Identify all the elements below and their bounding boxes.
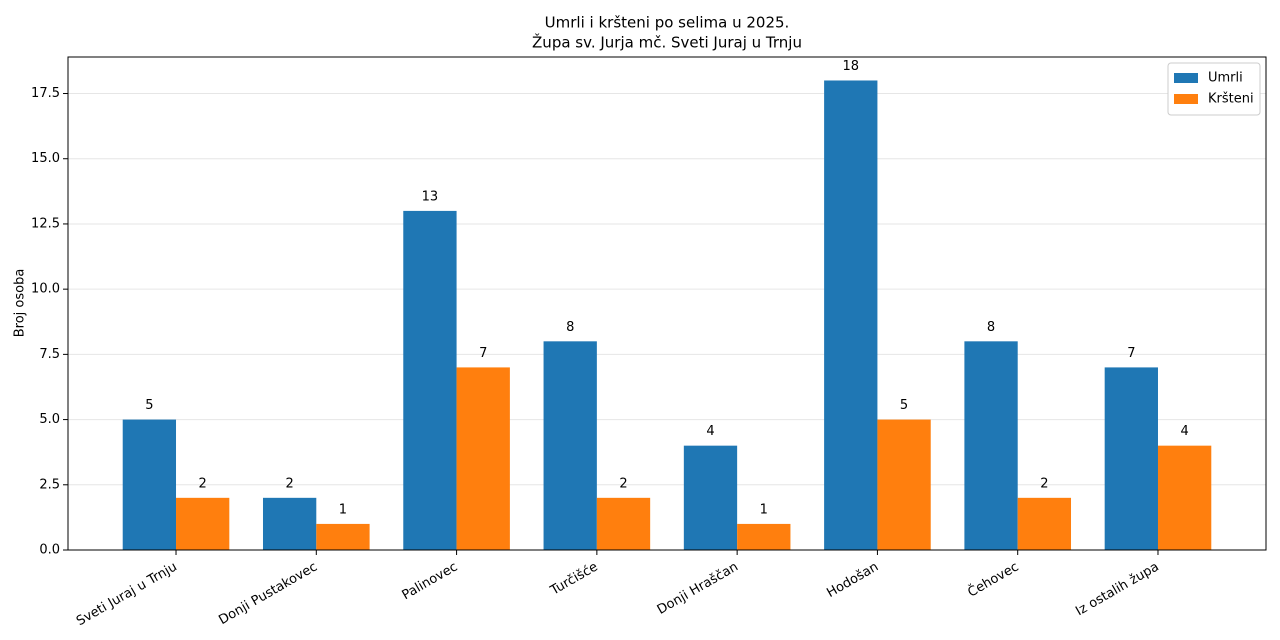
bar [596,497,651,550]
bar [824,80,878,550]
y-tick-label: 17.5 [31,86,60,101]
x-tick-label: Donji Hraščan [655,560,741,618]
value-label: 1 [339,502,347,517]
value-label: 18 [842,59,859,74]
value-label: 2 [619,476,627,491]
value-label: 1 [760,502,768,517]
bar [1017,497,1072,550]
bar [877,419,931,550]
x-tick-label: Čehovec [965,559,1022,601]
bar [456,367,510,550]
legend-label: Umrli [1208,71,1243,86]
x-tick-label: Donji Pustakovec [216,560,320,629]
plot-frame [67,56,1267,551]
bar [403,210,457,550]
bar [964,341,1018,550]
x-tick-label: Sveti Juraj u Trnju [74,560,180,630]
bar [176,497,230,550]
bar [1104,367,1158,550]
y-axis-label: Broj osoba [13,269,28,338]
y-tick-label: 10.0 [31,282,60,297]
value-label: 8 [566,320,574,335]
x-tick-label: Palinovec [400,560,461,604]
bar [1157,445,1212,550]
legend-label: Kršteni [1208,92,1254,107]
value-label: 7 [479,346,487,361]
y-tick-label: 15.0 [31,151,60,166]
value-label: 8 [987,320,995,335]
chart-subtitle: Župa sv. Jurja mč. Sveti Juraj u Trnju [532,33,802,52]
value-label: 5 [900,398,908,413]
bar [316,523,370,550]
bar [543,341,597,550]
bar [122,419,177,550]
y-tick-label: 0.0 [39,543,60,558]
y-tick-label: 5.0 [39,412,60,427]
value-label: 2 [199,476,207,491]
value-label: 5 [145,398,153,413]
bar [737,523,791,550]
x-tick-label: Hodošan [824,560,881,601]
value-label: 2 [286,476,294,491]
bar [262,497,317,550]
x-tick-label: Iz ostalih župa [1073,560,1161,620]
y-tick-label: 2.5 [39,477,60,492]
legend-swatch [1174,73,1198,83]
x-tick-label: Turčišće [547,560,600,599]
bar [683,445,738,550]
value-label: 7 [1127,346,1135,361]
legend-swatch [1174,94,1198,104]
value-label: 4 [706,424,714,439]
y-tick-label: 12.5 [31,216,60,231]
chart-title: Umrli i kršteni po selima u 2025. [545,14,790,32]
value-label: 2 [1040,476,1048,491]
y-tick-label: 7.5 [39,347,60,362]
value-label: 13 [422,189,439,204]
value-label: 4 [1180,424,1188,439]
